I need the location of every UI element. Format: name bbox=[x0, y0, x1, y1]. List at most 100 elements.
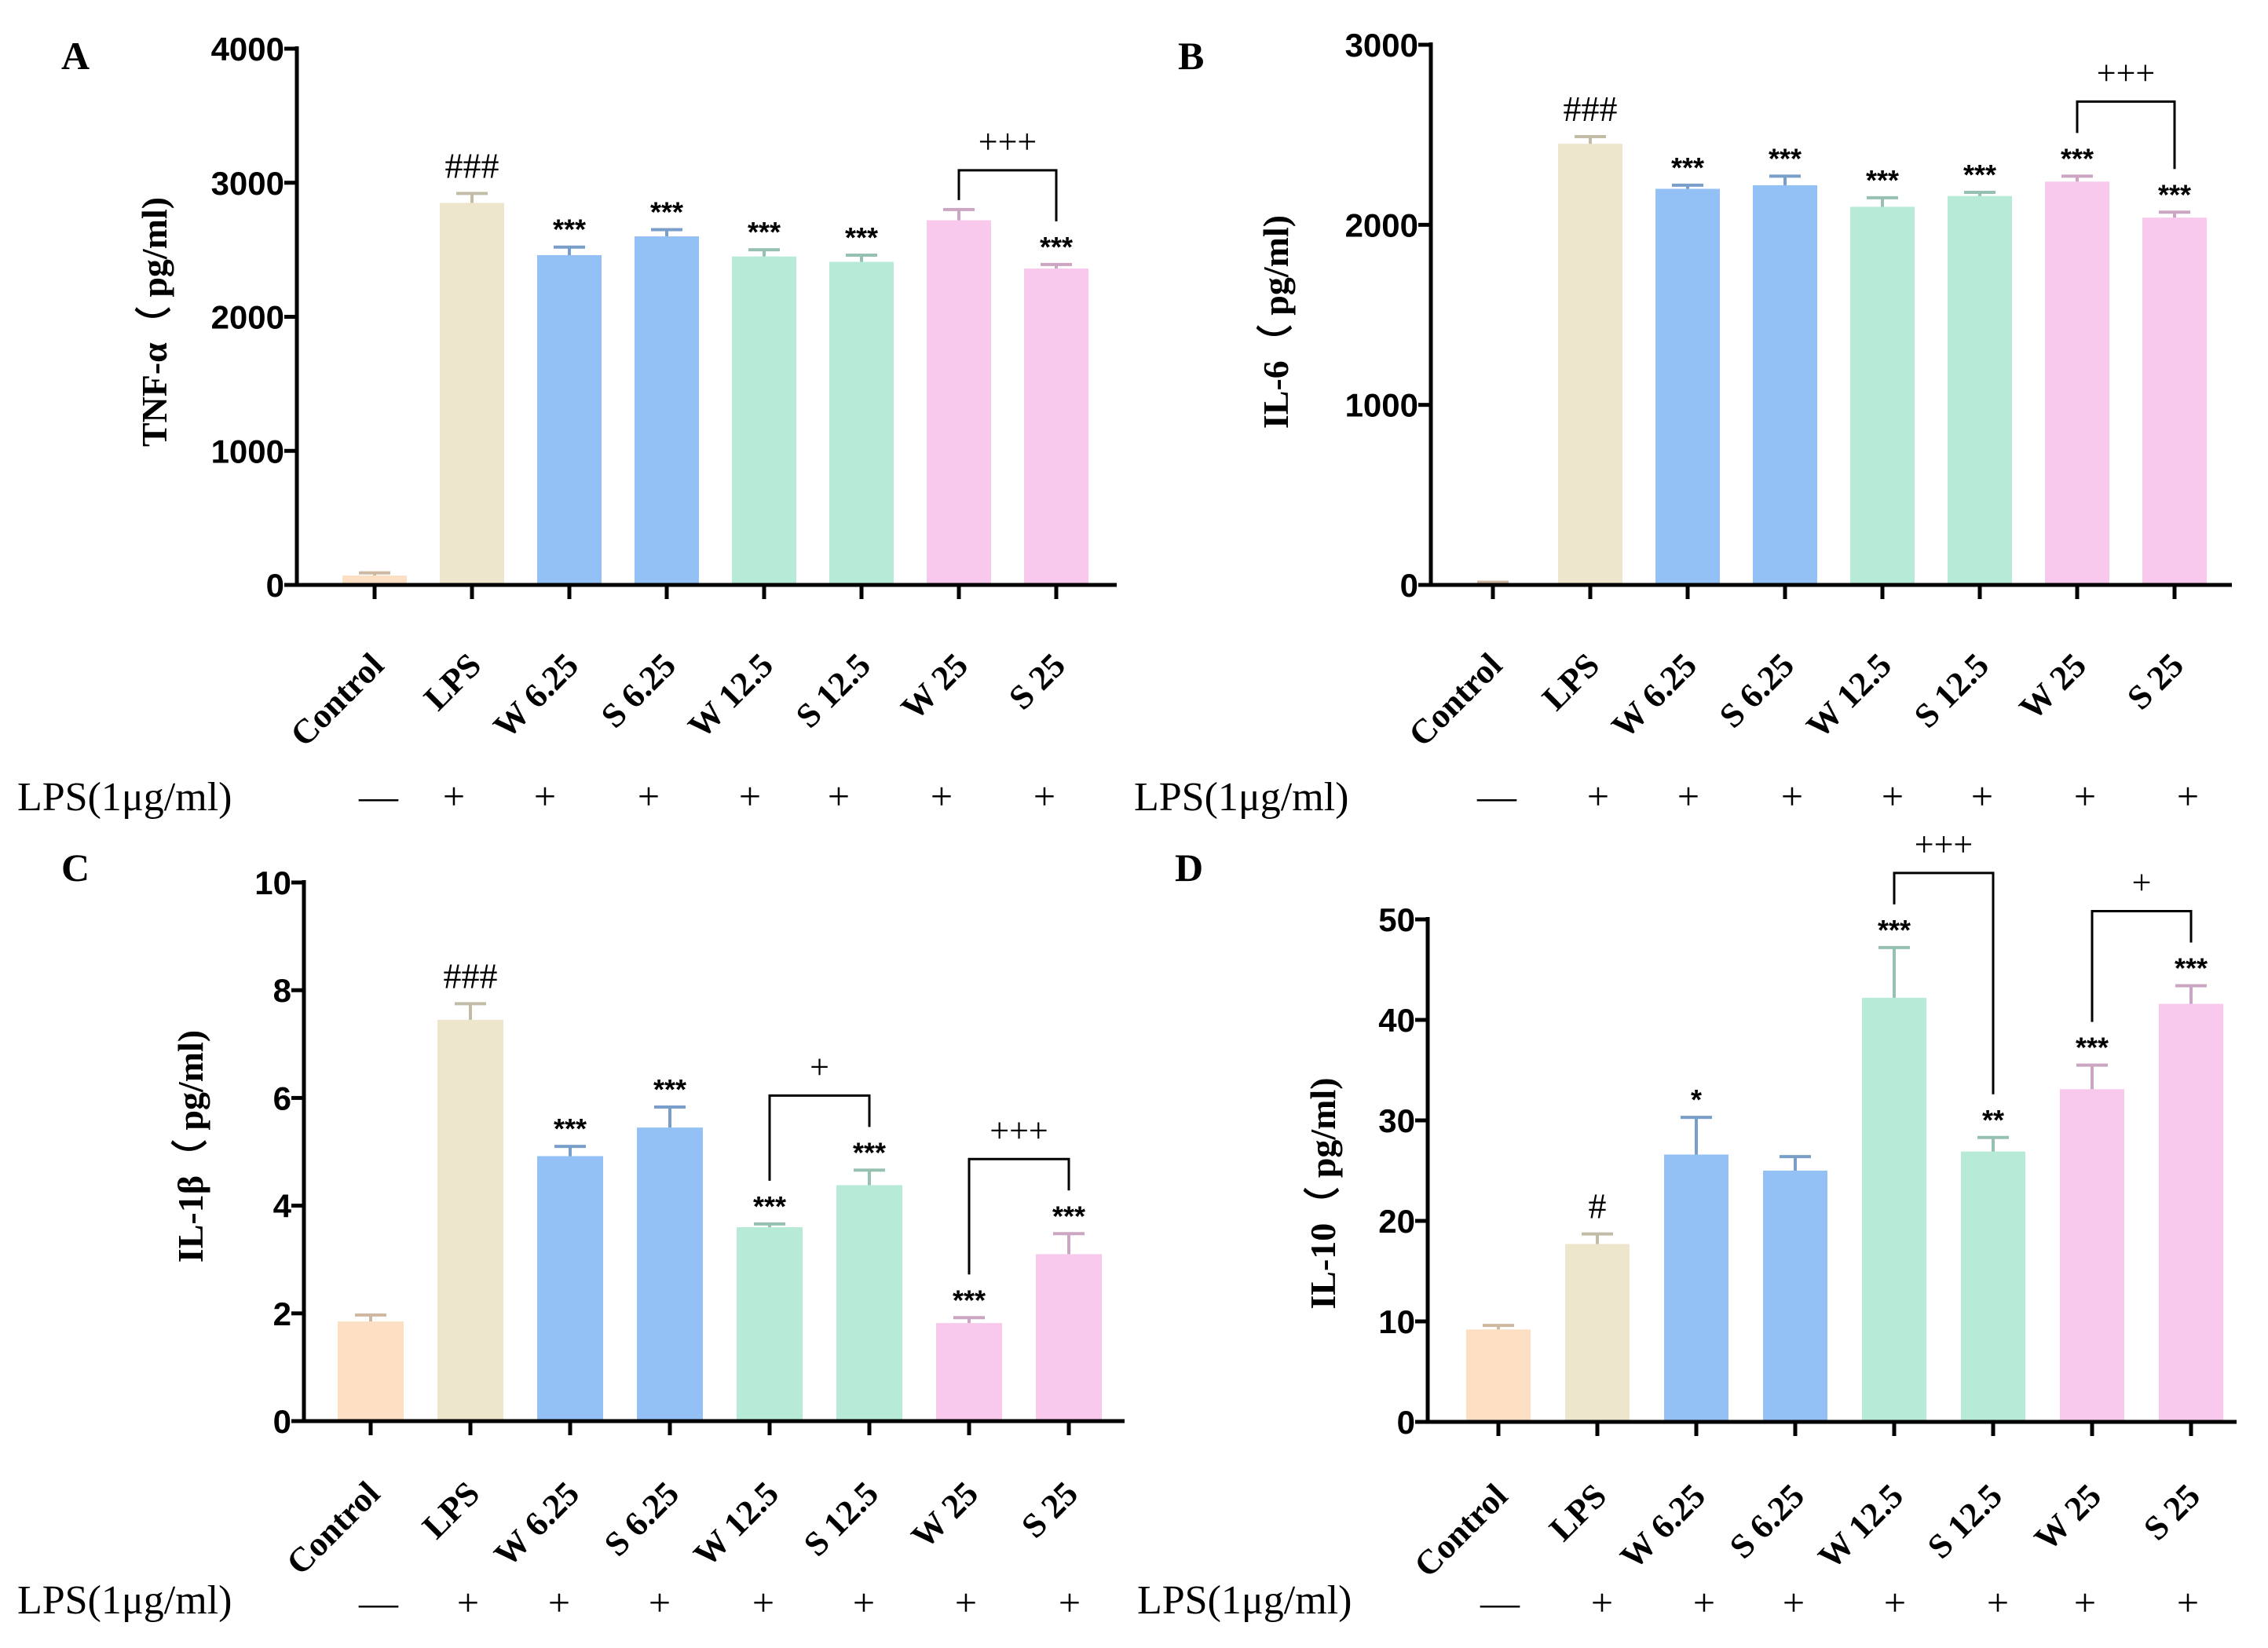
comparison-label: + bbox=[2132, 863, 2152, 901]
comparison-bracket bbox=[768, 1094, 871, 1181]
y-tick-label: 3000 bbox=[211, 165, 284, 202]
bar bbox=[1850, 206, 1915, 585]
y-tick-label: 4000 bbox=[211, 31, 284, 68]
bar bbox=[1565, 1244, 1630, 1422]
lps-row-label: LPS(1μg/ml) bbox=[17, 775, 232, 820]
significance-label: *** bbox=[554, 1113, 587, 1145]
x-tick-label: S 12.5 bbox=[1920, 1476, 2010, 1566]
x-tick-label: W 6.25 bbox=[487, 1474, 587, 1573]
panel-letter: B bbox=[1178, 34, 1204, 78]
comparison-label: + bbox=[810, 1047, 829, 1086]
lps-row-label: LPS(1μg/ml) bbox=[17, 1578, 232, 1623]
y-tick-label: 0 bbox=[273, 1403, 291, 1440]
x-tick-label: S 25 bbox=[1001, 645, 1073, 717]
bar bbox=[635, 236, 699, 585]
significance-label: *** bbox=[2158, 178, 2191, 210]
lps-sign: + bbox=[739, 774, 761, 818]
lps-row-label: LPS(1μg/ml) bbox=[1137, 1578, 1352, 1623]
lps-sign: + bbox=[1781, 774, 1803, 818]
y-tick-label: 2000 bbox=[211, 299, 284, 336]
y-axis-label: IL-6（ pg/ml) bbox=[1256, 215, 1296, 429]
y-tick-label: 3000 bbox=[1345, 27, 1418, 64]
bar bbox=[537, 1156, 603, 1421]
y-tick-label: 6 bbox=[273, 1080, 291, 1116]
y-tick-label: 50 bbox=[1378, 901, 1415, 938]
lps-sign: + bbox=[931, 774, 953, 818]
bar bbox=[537, 254, 602, 585]
y-tick-label: 30 bbox=[1378, 1102, 1415, 1139]
lps-sign: + bbox=[752, 1580, 774, 1624]
lps-sign: — bbox=[1480, 1580, 1520, 1624]
lps-sign: + bbox=[534, 774, 556, 818]
x-tick-label: S 6.25 bbox=[1712, 645, 1802, 735]
bar bbox=[2060, 1089, 2124, 1422]
panel-letter: C bbox=[61, 846, 90, 890]
y-tick-label: 1000 bbox=[1345, 387, 1418, 424]
significance-label: *** bbox=[2076, 1032, 2109, 1064]
y-tick-label: 40 bbox=[1378, 1002, 1415, 1039]
bar bbox=[1024, 269, 1088, 585]
lps-sign: + bbox=[955, 1580, 977, 1624]
x-tick-label: Control bbox=[1401, 645, 1509, 754]
x-tick-label: Control bbox=[283, 645, 391, 754]
lps-sign: + bbox=[1591, 1580, 1613, 1624]
x-tick-label: W 25 bbox=[894, 645, 975, 727]
significance-label: ** bbox=[1982, 1104, 2004, 1136]
x-tick-label: W 12.5 bbox=[1799, 645, 1899, 745]
bar bbox=[2159, 1003, 2223, 1422]
comparison-bracket bbox=[1893, 872, 1995, 1094]
y-tick-label: 0 bbox=[1400, 567, 1418, 604]
bar bbox=[1948, 195, 2012, 585]
y-tick-label: 2000 bbox=[1345, 206, 1418, 243]
comparison-bracket bbox=[968, 1157, 1070, 1275]
lps-sign: + bbox=[828, 774, 850, 818]
x-tick-label: S 6.25 bbox=[597, 1474, 686, 1563]
significance-label: *** bbox=[650, 196, 683, 228]
comparison-label: +++ bbox=[979, 122, 1037, 161]
y-tick-label: 20 bbox=[1378, 1203, 1415, 1240]
y-tick-label: 10 bbox=[1378, 1303, 1415, 1340]
lps-sign: + bbox=[1033, 774, 1055, 818]
significance-label: *** bbox=[1052, 1200, 1085, 1232]
bar bbox=[437, 1019, 503, 1421]
lps-sign: + bbox=[1987, 1580, 2009, 1624]
x-tick-label: S 25 bbox=[2120, 645, 2191, 717]
x-tick-label: S 12.5 bbox=[796, 1474, 886, 1563]
significance-label: ### bbox=[445, 145, 499, 185]
significance-label: *** bbox=[2061, 142, 2094, 174]
significance-label: *** bbox=[2175, 952, 2208, 984]
lps-sign: + bbox=[1677, 774, 1699, 818]
lps-sign: — bbox=[358, 774, 399, 818]
comparison-label: +++ bbox=[990, 1111, 1048, 1149]
bar bbox=[338, 1321, 404, 1421]
lps-sign: + bbox=[2177, 1580, 2199, 1624]
x-tick-label: W 25 bbox=[904, 1474, 986, 1555]
lps-sign: + bbox=[1882, 774, 1904, 818]
significance-label: *** bbox=[1866, 164, 1899, 196]
lps-sign: + bbox=[853, 1580, 875, 1624]
panel-a: A TNF-α（ pg/ml) LPS(1μg/ml) ### *** *** ***… bbox=[17, 31, 1117, 820]
significance-label: * bbox=[1691, 1083, 1702, 1116]
lps-sign: + bbox=[649, 1580, 671, 1624]
bar bbox=[1763, 1171, 1827, 1422]
comparison-label: +++ bbox=[2097, 53, 2155, 92]
bar bbox=[1664, 1154, 1728, 1422]
lps-row-label: LPS(1μg/ml) bbox=[1134, 775, 1348, 820]
significance-label: *** bbox=[753, 1190, 786, 1222]
x-tick-label: W 6.25 bbox=[1613, 1476, 1713, 1576]
comparison-bracket bbox=[2091, 909, 2193, 1022]
significance-label: *** bbox=[653, 1073, 686, 1105]
y-tick-label: 2 bbox=[273, 1295, 291, 1332]
significance-label: ### bbox=[444, 956, 498, 996]
lps-sign: + bbox=[457, 1580, 479, 1624]
x-tick-label: W 12.5 bbox=[681, 645, 781, 745]
x-tick-label: W 6.25 bbox=[1604, 645, 1704, 745]
panel-d: D IL-10（ pg/ml) LPS(1μg/ml) #***********… bbox=[1137, 825, 2237, 1624]
x-tick-label: LPS bbox=[1542, 1476, 1614, 1548]
bar bbox=[829, 261, 894, 585]
y-tick-label: 0 bbox=[1397, 1404, 1415, 1441]
lps-sign: + bbox=[1884, 1580, 1906, 1624]
x-tick-label: W 12.5 bbox=[686, 1474, 786, 1573]
lps-sign: + bbox=[1693, 1580, 1715, 1624]
lps-sign: + bbox=[548, 1580, 570, 1624]
